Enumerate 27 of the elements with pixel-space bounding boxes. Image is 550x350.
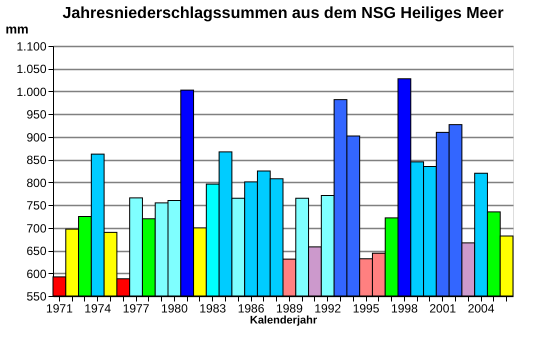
y-tick-label: 850 — [26, 153, 47, 168]
x-axis-title: Kalenderjahr — [250, 314, 318, 326]
x-tick-label: 1983 — [199, 302, 226, 316]
x-tick-label: 2004 — [468, 302, 495, 316]
y-tick-label: 700 — [26, 221, 47, 236]
y-tick-label: 800 — [26, 176, 47, 190]
y-tick-label: 750 — [26, 198, 47, 213]
x-tick-label: 1992 — [314, 302, 342, 316]
y-tick-label: 550 — [26, 290, 47, 304]
y-axis-title: mm — [6, 22, 29, 36]
y-tick-label: 650 — [26, 244, 47, 258]
x-tick-label: 1986 — [238, 302, 265, 316]
y-tick-label: 950 — [26, 108, 47, 122]
y-tick-label: 900 — [26, 130, 47, 144]
x-tick-label: 1971 — [46, 302, 74, 316]
y-tick-label: 1.050 — [16, 62, 47, 76]
x-tick-label: 2001 — [429, 302, 456, 316]
x-tick-label: 1977 — [122, 302, 150, 316]
y-tick-label: 600 — [26, 266, 47, 281]
x-tick-label: 1980 — [161, 302, 188, 316]
y-tick-label: 1.100 — [16, 40, 47, 54]
x-tick-label: 1974 — [84, 302, 112, 316]
y-tick-label: 1.000 — [16, 84, 47, 99]
x-tick-label: 1998 — [391, 302, 418, 316]
x-tick-label: 1995 — [352, 302, 380, 316]
chart-title: Jahresniederschlagssummen aus dem NSG Heiliges Meer — [62, 5, 504, 22]
x-tick-label: 1989 — [276, 302, 304, 316]
